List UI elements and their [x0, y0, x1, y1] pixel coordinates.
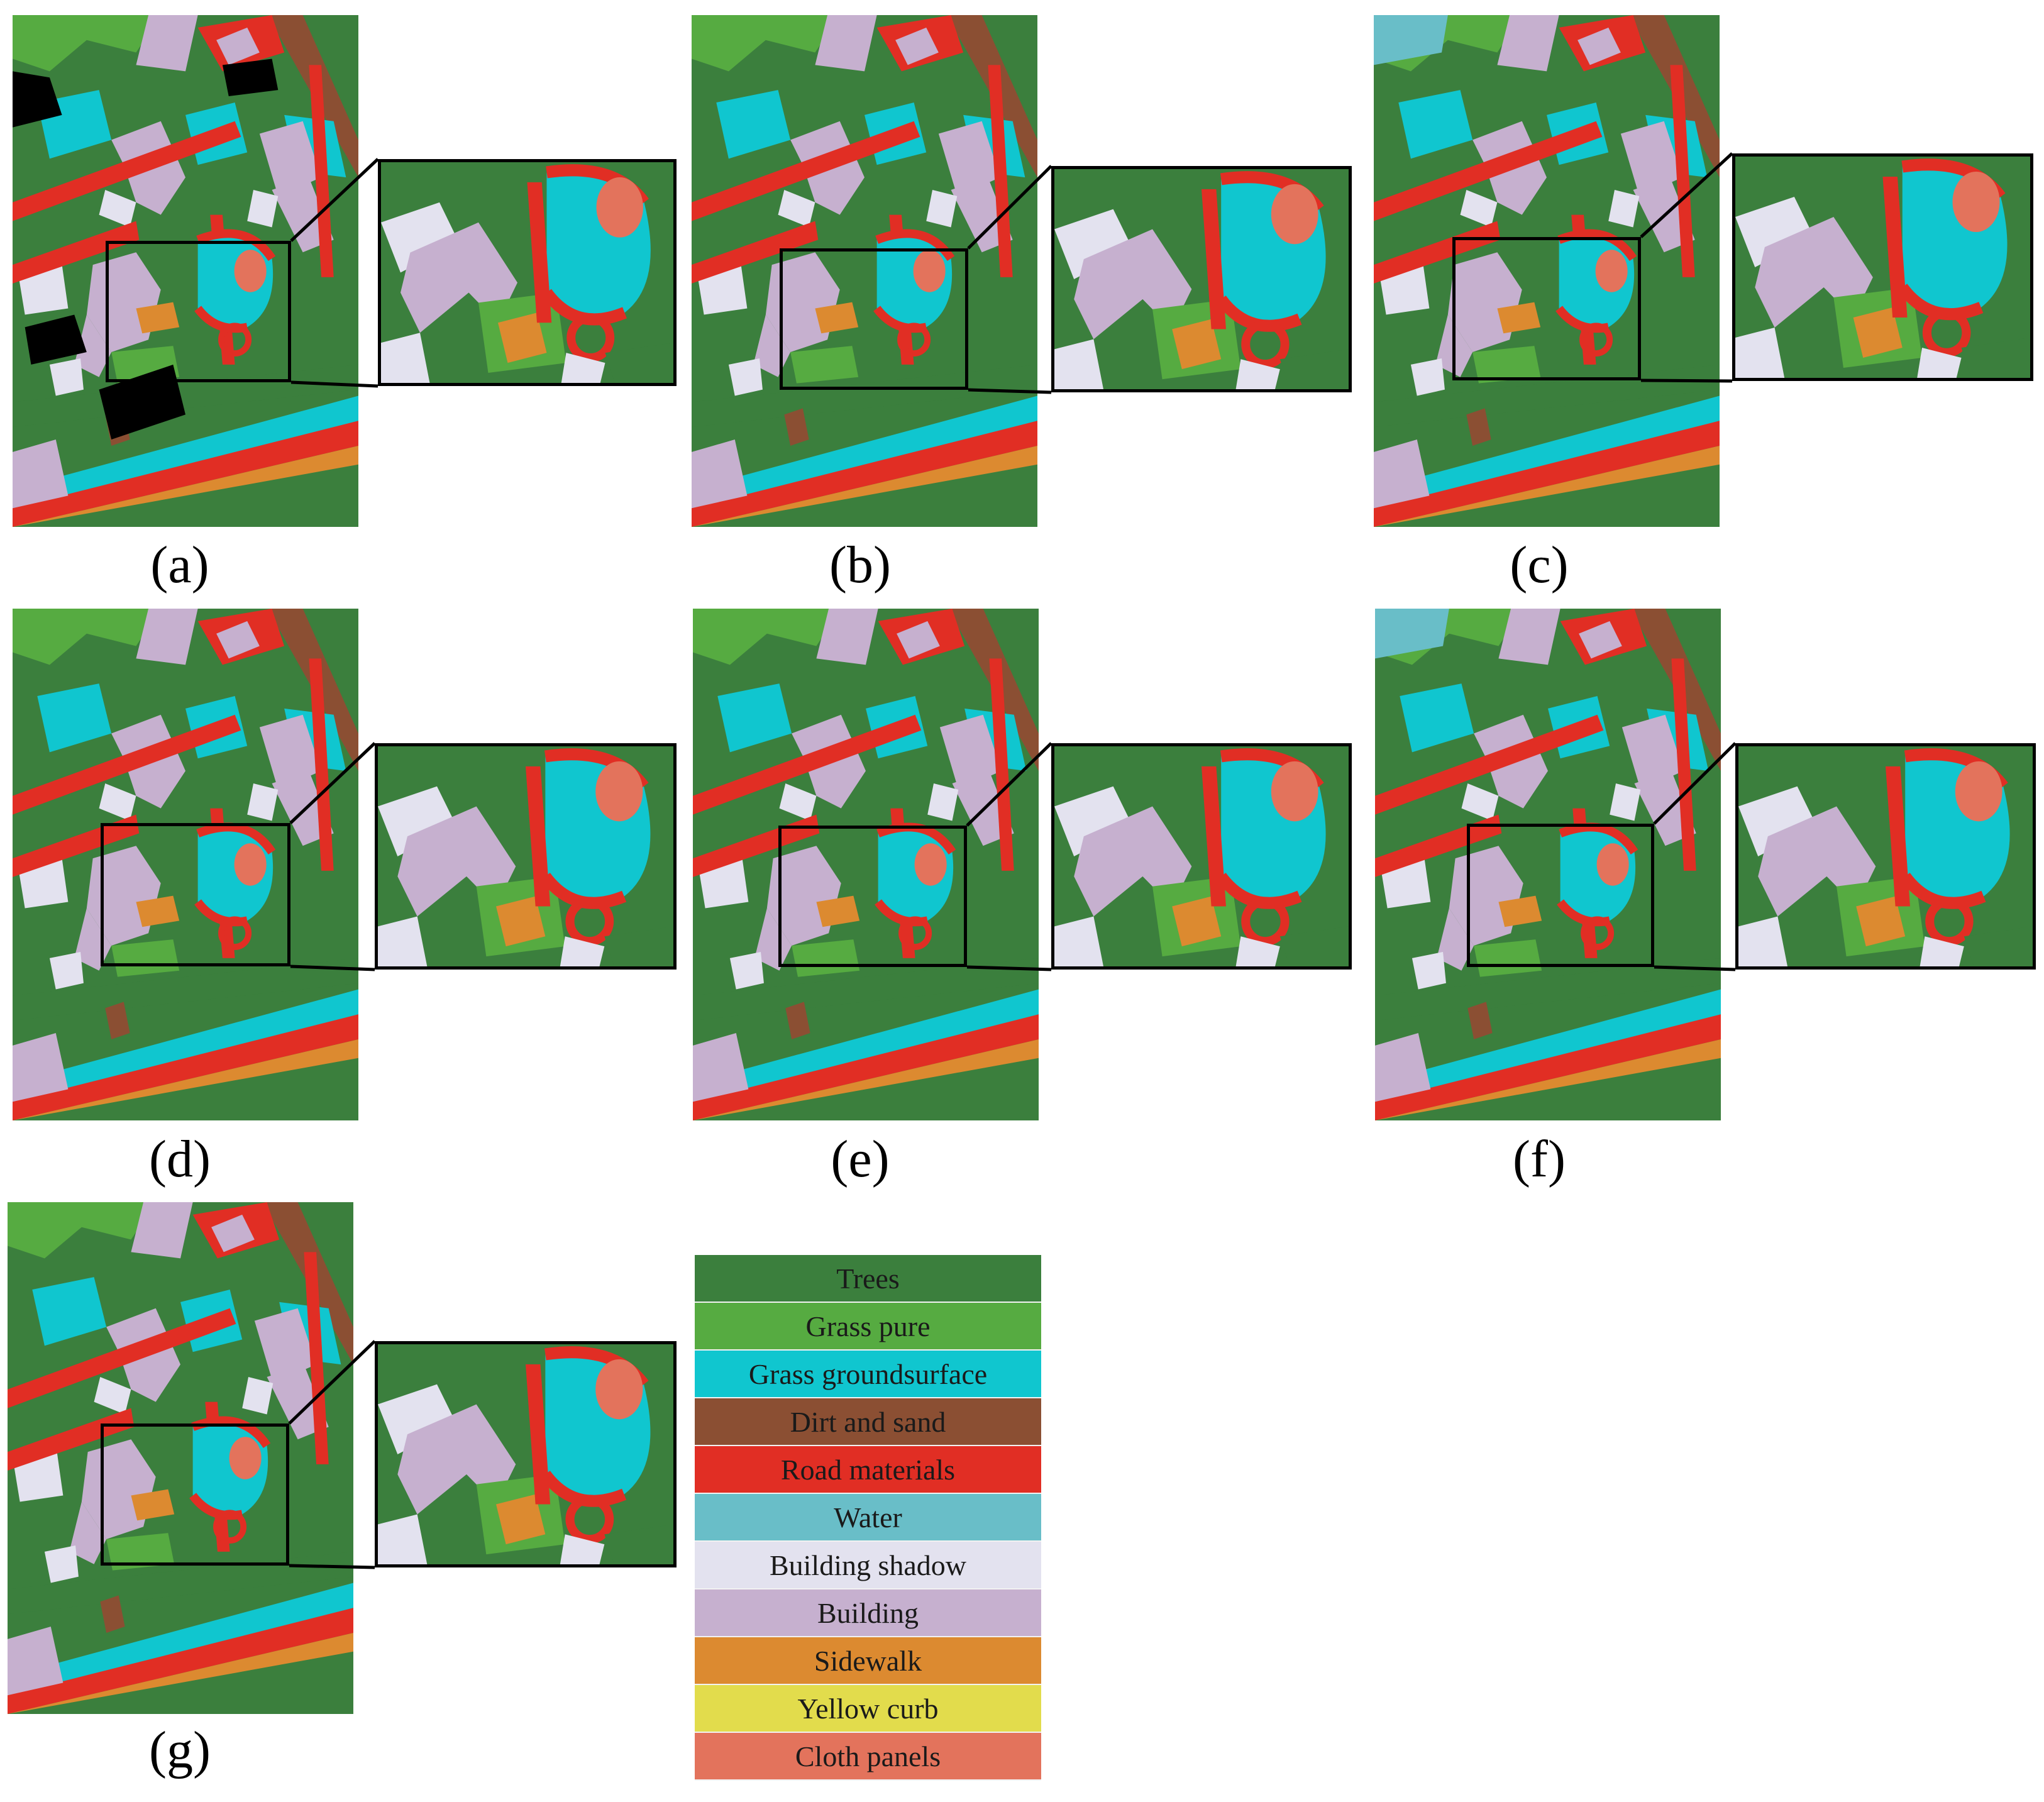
legend: Trees Grass pure Grass groundsurface Dir…: [695, 1255, 1041, 1781]
legend-label: Cloth panels: [795, 1740, 941, 1772]
legend-label: Sidewalk: [814, 1644, 922, 1677]
legend-item-yellow-curb: Yellow curb: [695, 1685, 1041, 1733]
legend-label: Road materials: [780, 1453, 956, 1486]
zoom-region-box-f: [1467, 824, 1654, 967]
legend-label: Building shadow: [769, 1549, 967, 1581]
classification-map-c: [1374, 15, 1720, 527]
legend-item-dirt-and-sand: Dirt and sand: [695, 1398, 1041, 1446]
zoom-inset-a: [378, 159, 677, 386]
legend-label: Water: [834, 1501, 902, 1534]
zoom-inset-e: [1051, 743, 1352, 970]
legend-label: Yellow curb: [797, 1692, 939, 1725]
zoom-inset-b: [1051, 166, 1352, 392]
legend-item-trees: Trees: [695, 1255, 1041, 1303]
legend-item-grass-pure: Grass pure: [695, 1303, 1041, 1351]
panel-label-d: (d): [149, 1130, 211, 1188]
zoom-inset-d: [375, 743, 677, 970]
panel-label-c: (c): [1510, 536, 1569, 594]
legend-label: Grass pure: [805, 1310, 931, 1342]
zoom-inset-c: [1732, 153, 2033, 381]
zoom-region-box-b: [780, 248, 968, 390]
zoom-region-box-g: [101, 1423, 289, 1566]
panel-label-f: (f): [1513, 1130, 1566, 1188]
classification-map-f: [1375, 609, 1721, 1120]
legend-item-sidewalk: Sidewalk: [695, 1637, 1041, 1685]
zoom-region-box-d: [101, 823, 290, 966]
legend-item-water: Water: [695, 1494, 1041, 1542]
zoom-inset-f: [1735, 743, 2036, 970]
classification-map-a: [13, 15, 358, 527]
legend-item-building-shadow: Building shadow: [695, 1542, 1041, 1589]
legend-label: Dirt and sand: [790, 1405, 946, 1438]
panel-label-b: (b): [829, 536, 891, 594]
legend-label: Grass groundsurface: [748, 1357, 988, 1390]
zoom-region-box-a: [106, 241, 291, 382]
zoom-region-box-c: [1452, 237, 1641, 380]
zoom-region-box-e: [778, 826, 967, 967]
legend-label: Building: [817, 1596, 919, 1629]
legend-item-building: Building: [695, 1589, 1041, 1637]
panel-label-g: (g): [149, 1721, 211, 1779]
legend-item-road-materials: Road materials: [695, 1446, 1041, 1494]
legend-item-cloth-panels: Cloth panels: [695, 1733, 1041, 1781]
legend-item-grass-groundsurface: Grass groundsurface: [695, 1351, 1041, 1398]
legend-label: Trees: [836, 1262, 900, 1295]
zoom-inset-g: [375, 1341, 677, 1567]
panel-label-e: (e): [831, 1130, 890, 1188]
panel-label-a: (a): [150, 536, 209, 594]
